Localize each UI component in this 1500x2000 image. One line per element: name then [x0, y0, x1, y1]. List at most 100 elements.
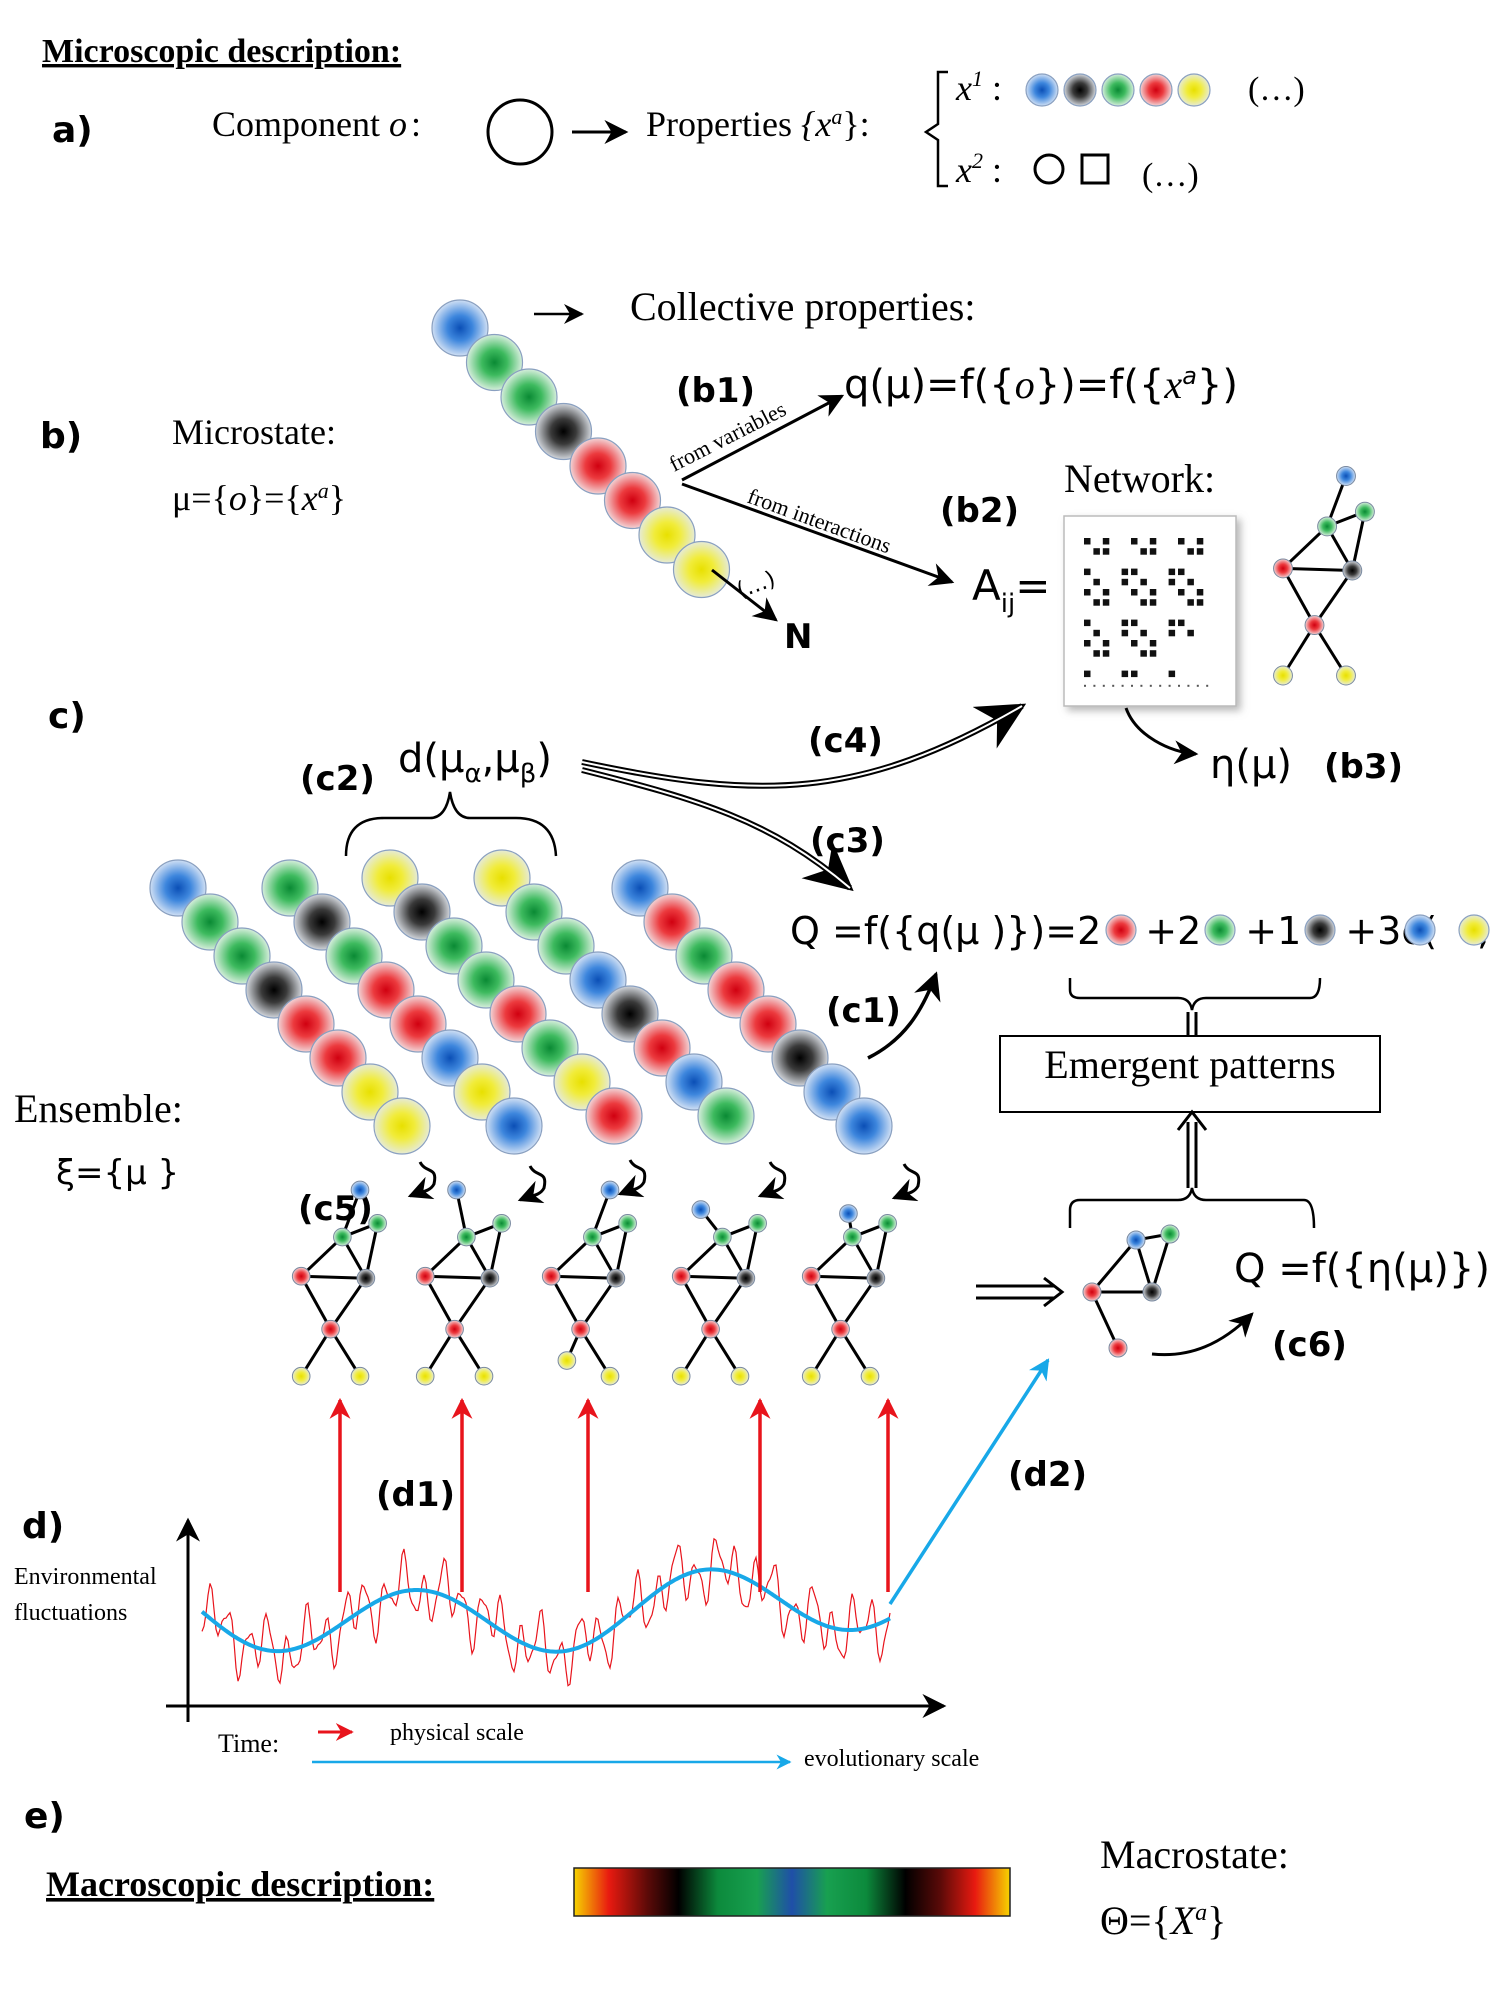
chain-to-network-arrows [407, 1159, 921, 1204]
chain-component-3 [500, 368, 558, 426]
b1-equation: q(μ)=f({o})=f({xa}) [844, 362, 1238, 408]
network-node-black [866, 1268, 886, 1288]
ensemble-chain-5-component-8 [835, 1097, 893, 1155]
x1-value-yellow [1177, 73, 1211, 107]
ensemble-to-network-arrow [1043, 1276, 1065, 1308]
Q-equation-components [1105, 914, 1490, 946]
aggregate-node-green [1160, 1224, 1180, 1244]
network-top-brace [1068, 1187, 1316, 1229]
network-node-blue [691, 1200, 711, 1219]
Q-equation: Q =f({q(μ )})=2+2+1+3c(,) [790, 909, 1500, 953]
collective-properties-title: Collective properties: [630, 284, 975, 329]
ensemble-network-1 [291, 1180, 387, 1386]
network-title: Network: [1064, 456, 1215, 501]
network-node-yellow [350, 1366, 370, 1386]
time-label: Time: [218, 1729, 279, 1758]
physical-fluctuation-curve [201, 1537, 891, 1687]
from-variables-arrow [681, 394, 845, 482]
network-node-green [457, 1227, 476, 1247]
properties-text: Properties {xa}: [646, 104, 870, 144]
Q-term-black [1304, 914, 1336, 946]
x2-label: x2 : [955, 148, 1002, 190]
network-node-yellow [671, 1366, 691, 1386]
physical-scale-label: physical scale [390, 1720, 524, 1746]
network-node-red [701, 1319, 720, 1339]
ensemble-chain-4 [473, 849, 755, 1145]
ensemble-chains [149, 849, 893, 1155]
label-c3: (c3) [810, 821, 885, 861]
Q-eta-equation: Q =f({η(μ)}) [1234, 1246, 1490, 1292]
panel-b-label: b) [40, 416, 82, 457]
x2-circle-shape [1033, 153, 1065, 185]
ensemble-network-5 [801, 1204, 897, 1386]
network-node-red [801, 1266, 821, 1286]
aggregate-network-graph [1082, 1224, 1180, 1358]
network-node-black [736, 1268, 756, 1288]
distance-label: d(μα,μβ) [398, 736, 552, 789]
chain-component-4 [534, 402, 593, 461]
network-node-red [1304, 615, 1325, 636]
network-node-yellow [1336, 665, 1356, 686]
ensemble-chain-1-component-8 [373, 1097, 431, 1155]
network-node-yellow [474, 1366, 494, 1386]
emergent-patterns-label: Emergent patterns [1044, 1042, 1335, 1087]
ensemble-equation: ξ={μ } [56, 1153, 179, 1193]
environment-to-network-arrows [329, 1397, 899, 1592]
ensemble-chain-5 [611, 859, 893, 1155]
panel-e-label: e) [24, 1796, 65, 1837]
y-axis-label-line1: Environmental [14, 1564, 157, 1590]
network-node-yellow [860, 1366, 880, 1386]
network-b2 [1273, 466, 1375, 686]
network-node-blue [350, 1180, 370, 1200]
network-node-blue [1336, 466, 1356, 486]
ensemble-chain-2-component-8 [485, 1097, 543, 1155]
squiggle-arrow-2 [517, 1165, 547, 1204]
chain-component-1 [431, 299, 489, 357]
network-node-yellow [1273, 665, 1293, 686]
macroscopic-description-title: Macroscopic description: [46, 1864, 434, 1904]
squiggle-arrow-3 [617, 1159, 647, 1198]
network-node-red [541, 1266, 561, 1286]
network-node-green [583, 1227, 602, 1247]
aggregate-network [1082, 1224, 1180, 1358]
Q-term-yellow [1458, 914, 1490, 946]
network-node-red [831, 1319, 850, 1339]
evolutionary-scale-label: evolutionary scale [804, 1746, 979, 1772]
ensemble-network-2 [415, 1180, 511, 1386]
eta-label: η(μ) [1210, 742, 1292, 788]
Q-term-red [1105, 914, 1137, 946]
network-to-emergent-arrow [1176, 1109, 1208, 1131]
aij-label: Aij= [972, 561, 1050, 619]
network-node-red [571, 1319, 590, 1339]
evolutionary-fluctuation-curve [200, 1567, 891, 1654]
network-node-yellow [415, 1366, 435, 1386]
adjacency-matrix [1063, 515, 1237, 707]
network-node-green [1317, 516, 1338, 537]
c1-arrow [867, 971, 941, 1060]
network-node-red [671, 1266, 691, 1286]
x1-label: x1 : [955, 66, 1002, 108]
network-node-green [333, 1227, 352, 1247]
aggregate-node-black [1142, 1282, 1162, 1302]
network-node-red [321, 1319, 340, 1339]
y-axis-label-line2: fluctuations [14, 1600, 127, 1626]
chain-n-label: N [784, 617, 812, 657]
ensemble-chain-3-component-8 [585, 1087, 643, 1145]
network-node-green [878, 1214, 897, 1233]
emergent-patterns-box [999, 1035, 1381, 1113]
x1-color-values [1025, 73, 1211, 107]
network-node-yellow [801, 1366, 821, 1386]
label-d2: (d2) [1008, 1455, 1087, 1495]
from-interactions-label: from interactions [744, 483, 894, 558]
label-c1: (c1) [826, 991, 901, 1031]
macrostate-spectrum-bar [573, 1867, 1011, 1917]
chain-component-2 [465, 333, 524, 392]
network-node-green [748, 1214, 767, 1233]
macrostate-equation: Θ={Xa} [1100, 1898, 1226, 1943]
ensemble-top-brace [344, 791, 558, 857]
x1-value-blue [1025, 73, 1059, 107]
network-node-red [291, 1266, 311, 1286]
ensemble-chain-3 [361, 849, 643, 1145]
aggregate-node-blue [1126, 1230, 1146, 1250]
network-node-green [1354, 501, 1375, 522]
